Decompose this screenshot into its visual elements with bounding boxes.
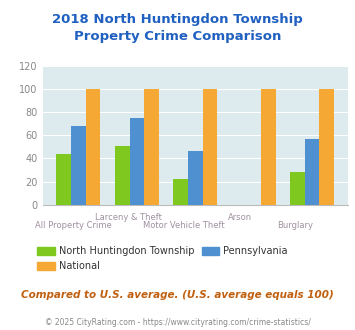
- Bar: [86, 89, 100, 205]
- Bar: [290, 172, 305, 205]
- Text: 2018 North Huntingdon Township
Property Crime Comparison: 2018 North Huntingdon Township Property …: [52, 13, 303, 43]
- Text: Burglary: Burglary: [277, 221, 313, 230]
- Bar: [173, 179, 188, 205]
- Text: Larceny & Theft: Larceny & Theft: [95, 213, 162, 222]
- Text: All Property Crime: All Property Crime: [35, 221, 111, 230]
- Bar: [56, 154, 71, 205]
- Text: Compared to U.S. average. (U.S. average equals 100): Compared to U.S. average. (U.S. average …: [21, 290, 334, 300]
- Bar: [71, 126, 86, 205]
- Bar: [130, 118, 144, 205]
- Bar: [305, 139, 320, 205]
- Bar: [320, 89, 334, 205]
- Bar: [261, 89, 275, 205]
- Bar: [188, 151, 203, 205]
- Text: Arson: Arson: [228, 213, 252, 222]
- Bar: [115, 146, 130, 205]
- Text: © 2025 CityRating.com - https://www.cityrating.com/crime-statistics/: © 2025 CityRating.com - https://www.city…: [45, 318, 310, 327]
- Legend: North Huntingdon Township, National, Pennsylvania: North Huntingdon Township, National, Pen…: [33, 243, 291, 275]
- Text: Motor Vehicle Theft: Motor Vehicle Theft: [143, 221, 225, 230]
- Bar: [203, 89, 217, 205]
- Bar: [144, 89, 159, 205]
